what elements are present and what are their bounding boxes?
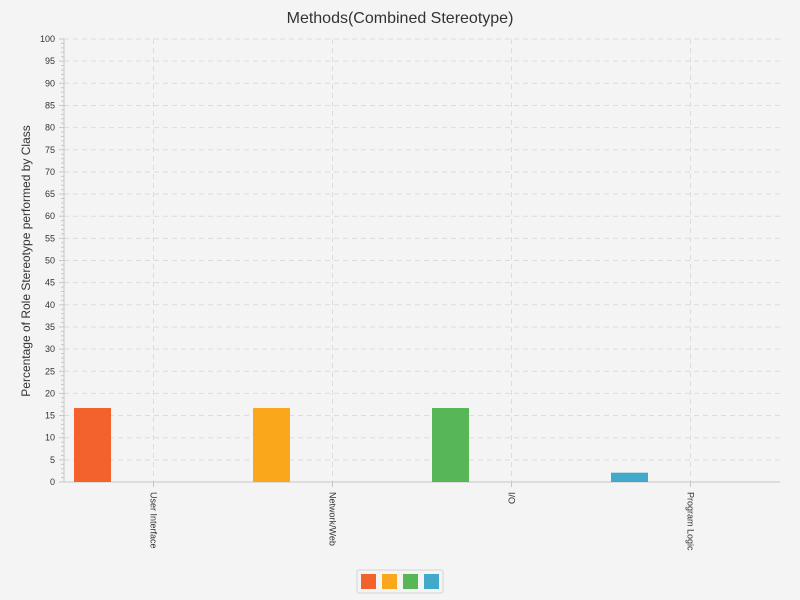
bar — [432, 408, 469, 482]
y-tick-label: 30 — [45, 344, 55, 354]
y-tick-label: 60 — [45, 211, 55, 221]
x-tick-label: Program Logic — [686, 492, 696, 551]
bar — [253, 408, 290, 482]
grid — [64, 38, 780, 482]
y-tick-label: 85 — [45, 100, 55, 110]
labels: 0 5 10 15 20 25 30 35 40 45 50 55 60 65 70 75 80 85 90 95 10… — [40, 34, 696, 551]
x-tick-label: User Interface — [149, 492, 159, 549]
y-tick-label: 95 — [45, 56, 55, 66]
axes — [59, 38, 780, 487]
x-tick-label: Network/Web — [328, 492, 338, 546]
y-tick-label: 45 — [45, 278, 55, 288]
legend-swatch — [424, 574, 439, 589]
y-tick-label: 0 — [50, 477, 55, 487]
legend-frame — [356, 569, 444, 594]
y-tick-label: 5 — [50, 455, 55, 465]
y-tick-label: 20 — [45, 388, 55, 398]
legend-swatch — [361, 574, 376, 589]
y-tick-label: 80 — [45, 123, 55, 133]
y-tick-label: 65 — [45, 189, 55, 199]
y-tick-label: 55 — [45, 233, 55, 243]
y-tick-label: 90 — [45, 78, 55, 88]
bar — [611, 472, 648, 482]
y-tick-label: 100 — [40, 34, 55, 44]
y-tick-label: 75 — [45, 145, 55, 155]
chart-title: Methods(Combined Stereotype) — [287, 10, 514, 27]
legend — [356, 569, 444, 594]
y-tick-label: 70 — [45, 167, 55, 177]
y-tick-label: 10 — [45, 433, 55, 443]
bar — [74, 408, 111, 482]
y-tick-label: 15 — [45, 411, 55, 421]
y-tick-label: 35 — [45, 322, 55, 332]
x-tick-label: I/O — [507, 492, 517, 504]
y-tick-label: 25 — [45, 366, 55, 376]
y-axis-title: Percentage of Role Stereotype performed … — [19, 125, 33, 396]
bars — [74, 408, 648, 482]
legend-swatch — [382, 574, 397, 589]
y-tick-label: 50 — [45, 256, 55, 266]
legend-swatch — [403, 574, 418, 589]
y-tick-label: 40 — [45, 300, 55, 310]
